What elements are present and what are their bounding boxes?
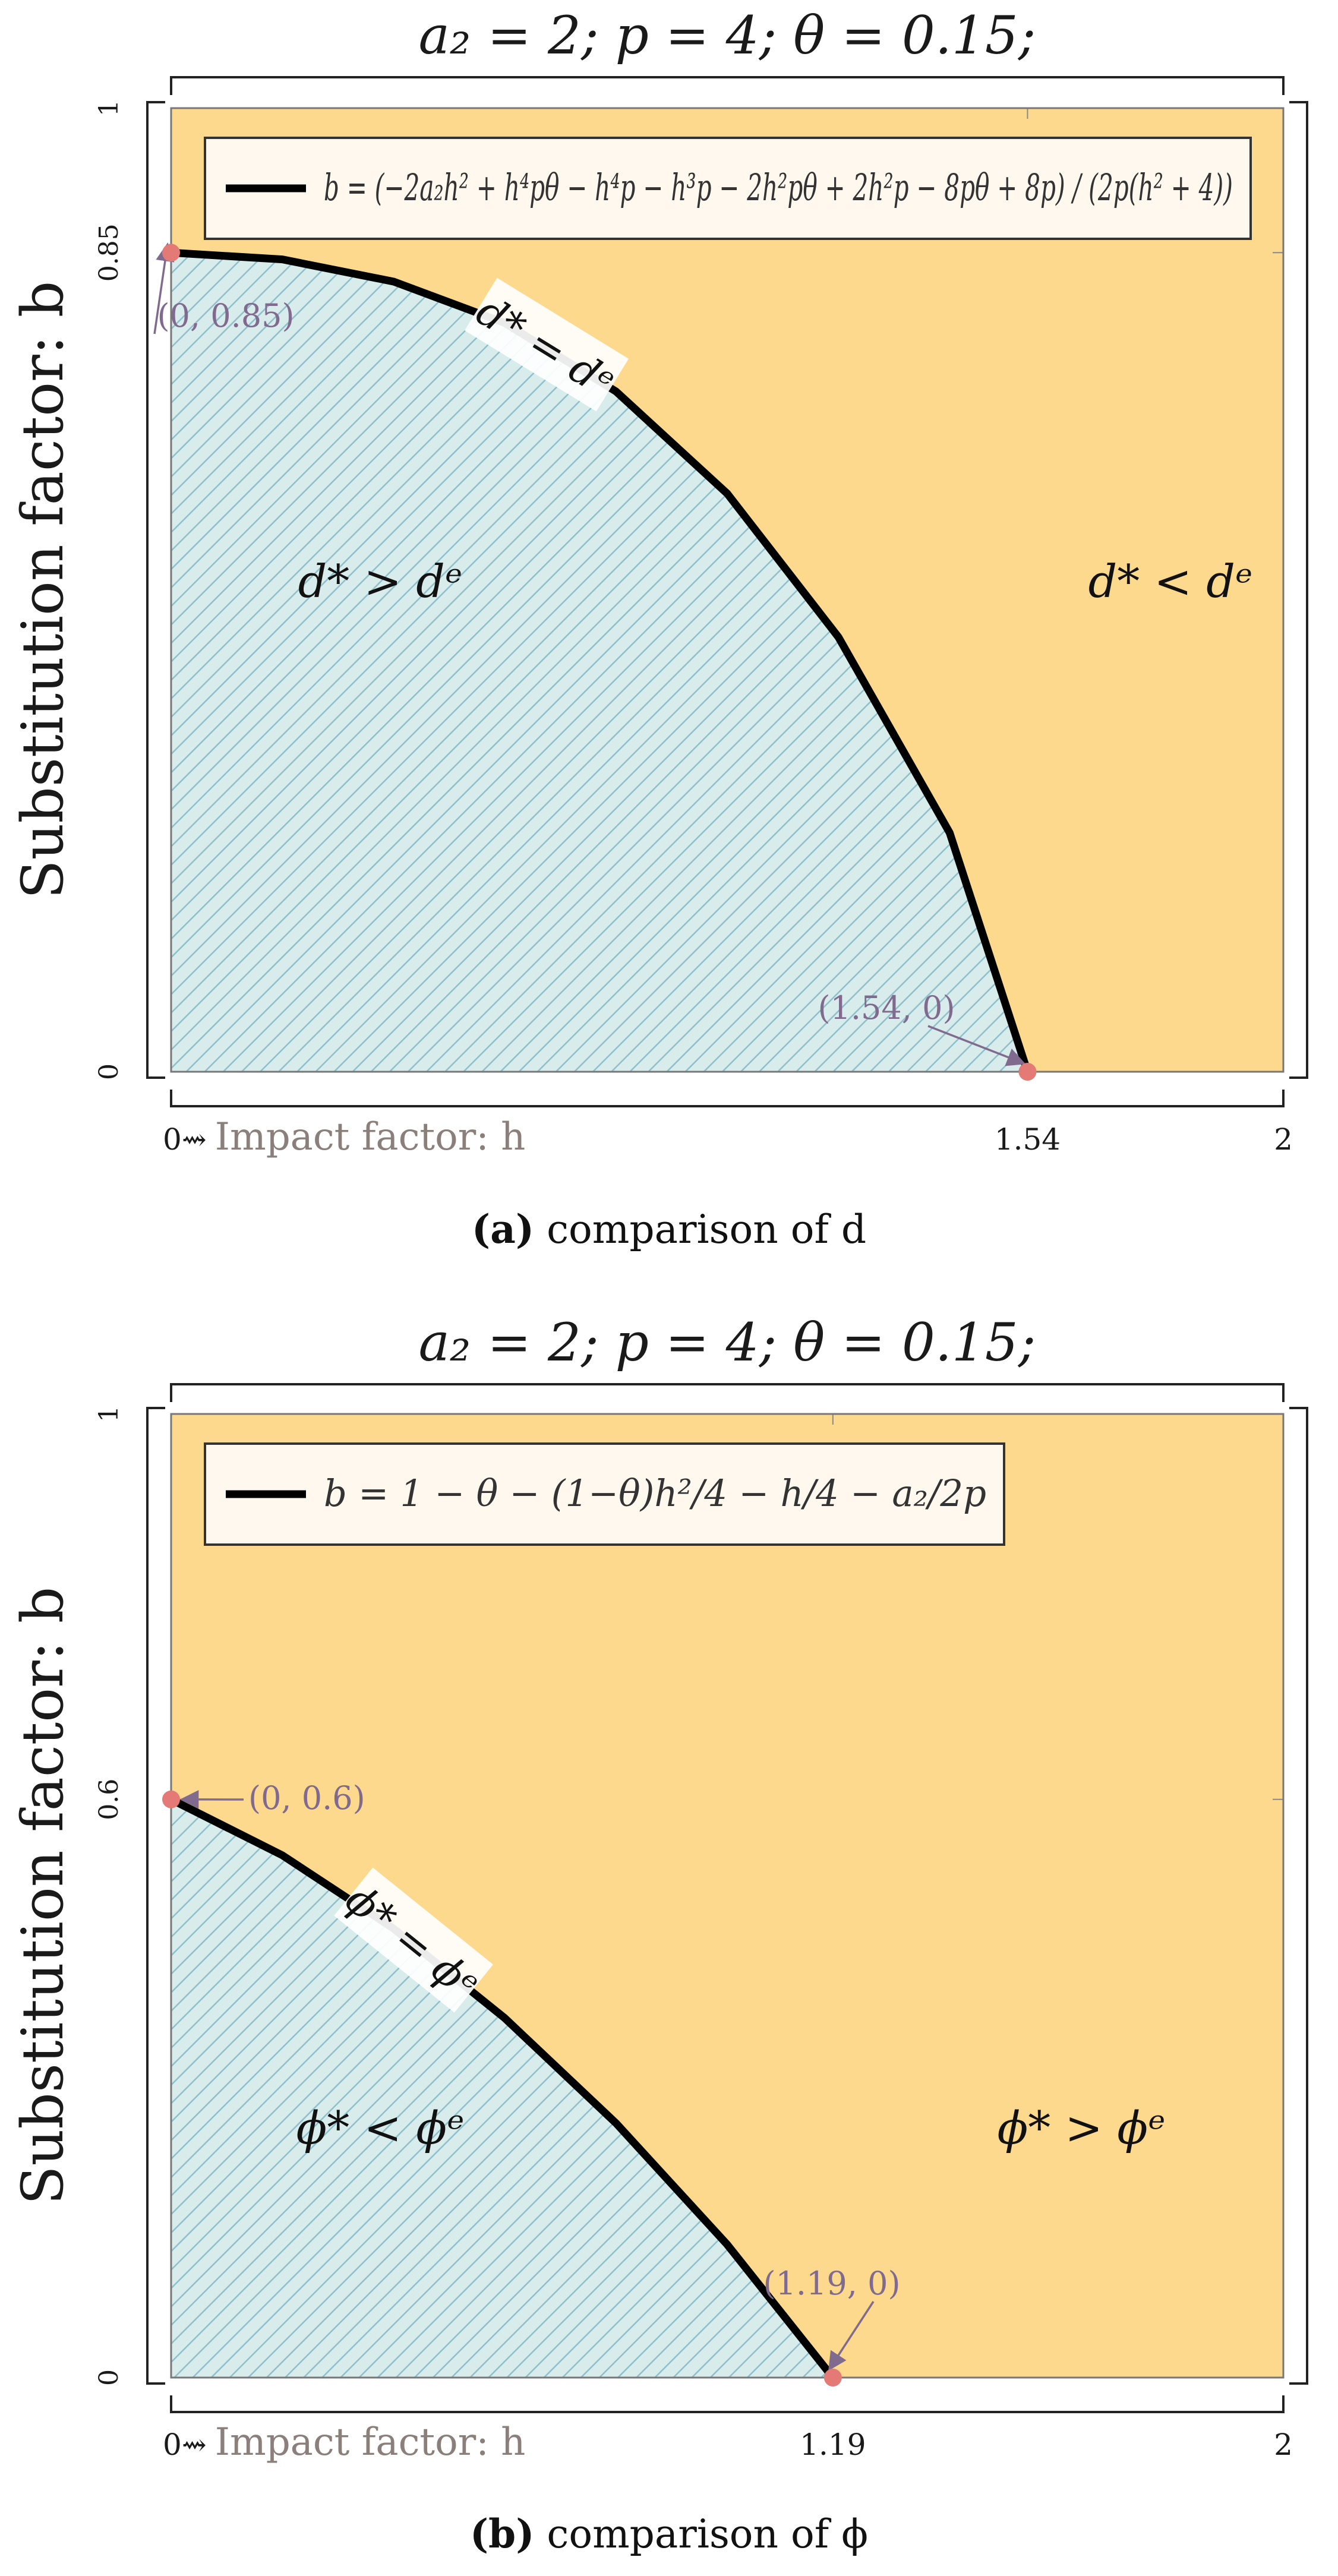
data-point bbox=[162, 1790, 180, 1808]
legend-text: b = (−2a₂h² + h⁴pθ − h⁴p − h³p − 2h²pθ +… bbox=[324, 166, 1233, 209]
y-tick-label: 0.6 bbox=[94, 1779, 124, 1820]
data-point bbox=[1018, 1063, 1037, 1081]
x-tick-label: 2 bbox=[1274, 2427, 1293, 2462]
right-axis-bracket bbox=[1289, 101, 1308, 1079]
point-label: (0, 0.85) bbox=[157, 297, 294, 334]
y-axis-label: Substitution factor: b bbox=[10, 281, 76, 899]
figure-caption: (b) comparison of ϕ bbox=[470, 2511, 868, 2557]
chart-panel-1: a₂ = 2; p = 4; θ = 0.15;d* = dᵉd* > dᵉ d*… bbox=[10, 5, 1308, 1252]
x-axis-label: Impact factor: h bbox=[215, 1115, 526, 1159]
plot-frame bbox=[170, 1413, 1285, 2379]
region-above-label: ϕ* > ϕᵉ bbox=[997, 2101, 1165, 2154]
left-axis-bracket bbox=[146, 101, 165, 1079]
region-above-label: d* < dᵉ bbox=[1088, 555, 1253, 608]
curve-label-box bbox=[465, 277, 629, 412]
caption-letter: (b) bbox=[470, 2511, 535, 2557]
caption-text: comparison of d bbox=[534, 1207, 866, 1252]
x-tick-label: 0⇝ bbox=[163, 2427, 207, 2462]
x-tick-label: 0⇝ bbox=[163, 1122, 207, 1157]
top-axis-bracket bbox=[170, 76, 1285, 95]
point-label: (1.19, 0) bbox=[763, 2265, 900, 2302]
x-tick-label: 1.19 bbox=[800, 2427, 866, 2462]
region-below-fill bbox=[171, 252, 1028, 1072]
chart-title: a₂ = 2; p = 4; θ = 0.15; bbox=[419, 1312, 1036, 1373]
top-axis-bracket bbox=[170, 1383, 1285, 1402]
region-below-fill bbox=[171, 1799, 833, 2378]
x-axis-label: Impact factor: h bbox=[215, 2420, 526, 2464]
y-tick-label: 0 bbox=[94, 2369, 124, 2386]
y-tick-label: 0 bbox=[94, 1063, 124, 1080]
data-point bbox=[823, 2369, 842, 2386]
point-annotation-arrow bbox=[828, 2301, 875, 2371]
bottom-axis-bracket bbox=[170, 1090, 1285, 1107]
series-line-b bbox=[169, 1795, 836, 2381]
plot-frame bbox=[170, 107, 1285, 1073]
y-tick-label: 0.85 bbox=[94, 223, 124, 282]
legend-box bbox=[204, 1442, 1005, 1546]
figure-caption: (a) comparison of d bbox=[472, 1206, 866, 1252]
caption-letter: (a) bbox=[472, 1206, 534, 1252]
legend-box bbox=[204, 137, 1252, 240]
left-axis-bracket bbox=[146, 1407, 165, 2385]
region-below-label: ϕ* < ϕᵉ bbox=[296, 2101, 464, 2154]
y-tick-label: 1 bbox=[94, 1406, 124, 1422]
point-label: (0, 0.6) bbox=[248, 1779, 365, 1817]
x-tick-label: 2 bbox=[1274, 1122, 1293, 1157]
data-point bbox=[162, 244, 180, 262]
caption-text: comparison of ϕ bbox=[534, 2511, 868, 2557]
x-tick-label-with-axis-label: 0⇝ Impact factor: h bbox=[163, 1115, 525, 1159]
legend-text: b = 1 − θ − (1−θ)h²/4 − h/4 − a₂/2p bbox=[324, 1472, 986, 1515]
curve-label-box bbox=[334, 1867, 493, 2013]
right-axis-bracket bbox=[1289, 1407, 1308, 2385]
y-tick-label: 1 bbox=[94, 100, 124, 116]
region-below-label: d* > dᵉ bbox=[298, 555, 463, 608]
point-annotation-arrow bbox=[927, 1025, 1026, 1066]
x-tick-label-with-axis-label: 0⇝ Impact factor: h bbox=[163, 2420, 525, 2464]
bottom-axis-bracket bbox=[170, 2395, 1285, 2413]
y-axis-label: Substitution factor: b bbox=[10, 1587, 76, 2205]
series-line-b bbox=[171, 248, 1031, 1074]
chart-panel-2: a₂ = 2; p = 4; θ = 0.15;ϕ* = ϕᵉϕ* < ϕᵉ ϕ*… bbox=[10, 1312, 1308, 2557]
chart-title: a₂ = 2; p = 4; θ = 0.15; bbox=[419, 5, 1036, 66]
point-label: (1.54, 0) bbox=[818, 989, 955, 1027]
x-tick-label: 1.54 bbox=[995, 1122, 1061, 1157]
